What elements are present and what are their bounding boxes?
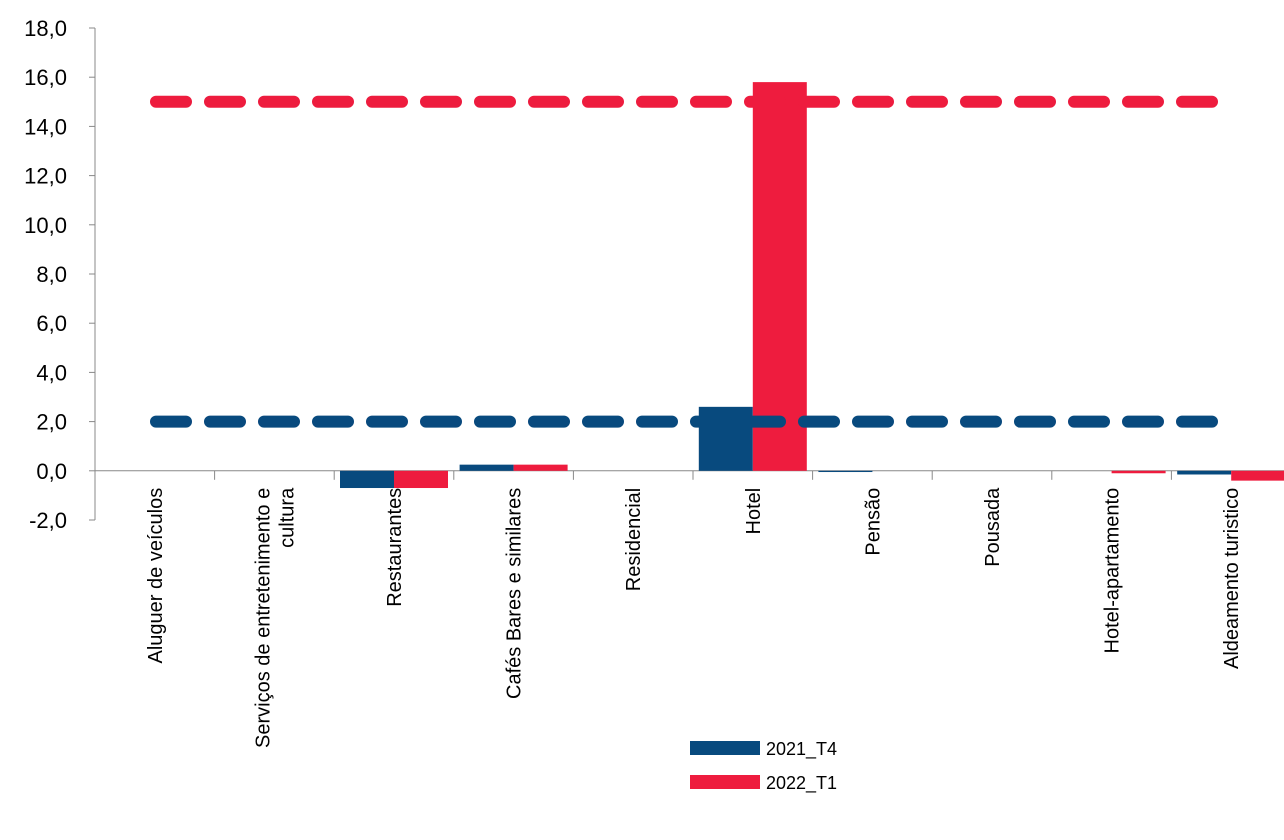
legend-label: 2022_T1 [766, 773, 837, 794]
x-tick-label: Aluguer de veículos [145, 488, 167, 664]
x-tick-label: Pousada [982, 487, 1004, 567]
y-tick-label: 12,0 [24, 164, 67, 189]
y-tick-label: 6,0 [36, 311, 67, 336]
legend-swatch [690, 775, 760, 789]
bar [513, 464, 568, 471]
y-tick-label: -2,0 [29, 508, 67, 533]
y-tick-label: 14,0 [24, 114, 67, 139]
legend-swatch [690, 741, 760, 755]
legend-label: 2021_T4 [766, 739, 837, 760]
bar [818, 470, 873, 473]
x-tick-label: Pensão [862, 488, 884, 556]
y-tick-label: 8,0 [36, 262, 67, 287]
x-tick-label: Residencial [623, 488, 645, 591]
x-tick-label: Serviços de entretenimento e cultura [252, 487, 298, 748]
bar [1111, 470, 1166, 474]
bar [1231, 470, 1284, 481]
x-tick-label: Hotel [743, 488, 765, 535]
y-tick-label: 16,0 [24, 65, 67, 90]
y-tick-label: 10,0 [24, 213, 67, 238]
x-tick-label: Hotel-apartamento [1102, 488, 1124, 654]
bar [340, 470, 394, 489]
x-tick-label: Cafés Bares e similares [504, 488, 526, 699]
y-tick-label: 18,0 [24, 16, 67, 41]
x-tick-label: Aldeamento turistico [1221, 488, 1243, 669]
y-tick-label: 4,0 [36, 360, 67, 385]
bar [394, 470, 448, 489]
bar [1177, 470, 1232, 475]
y-tick-label: 0,0 [36, 459, 67, 484]
bar [459, 464, 514, 471]
bar [752, 82, 807, 471]
x-tick-label: Restaurantes [384, 488, 406, 607]
y-tick-label: 2,0 [36, 410, 67, 435]
